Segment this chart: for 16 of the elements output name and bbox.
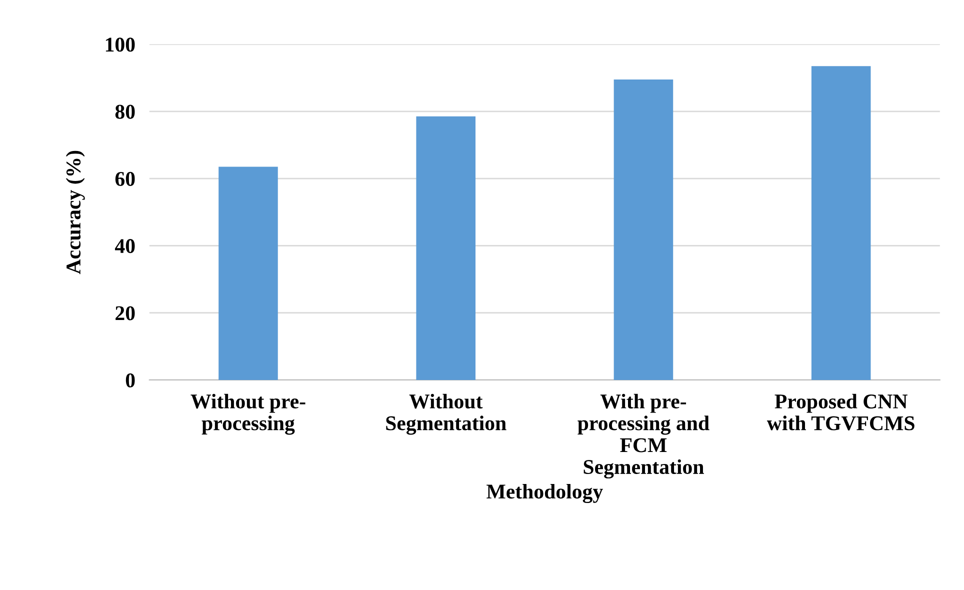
bar (218, 166, 278, 380)
y-axis-title: Accuracy (%) (66, 150, 85, 274)
y-tick-label: 20 (116, 306, 135, 320)
bar (416, 116, 476, 380)
y-tick-label: 60 (115, 172, 135, 186)
y-tick-label: 0 (126, 373, 135, 388)
y-tick-label: 100 (106, 38, 135, 52)
x-tick-label: Without Segmentation (386, 394, 506, 435)
x-tick-label: With pre- processing and FCM Segmentation (578, 394, 710, 478)
x-axis-title: Methodology (486, 484, 603, 504)
bar (811, 66, 871, 380)
x-tick-label: Without pre- processing (190, 394, 306, 435)
x-tick-label: Proposed CNN with TGVFCMS (766, 394, 914, 430)
y-tick-label: 80 (115, 104, 135, 119)
y-tick-label: 40 (114, 239, 135, 254)
bar (614, 80, 674, 380)
